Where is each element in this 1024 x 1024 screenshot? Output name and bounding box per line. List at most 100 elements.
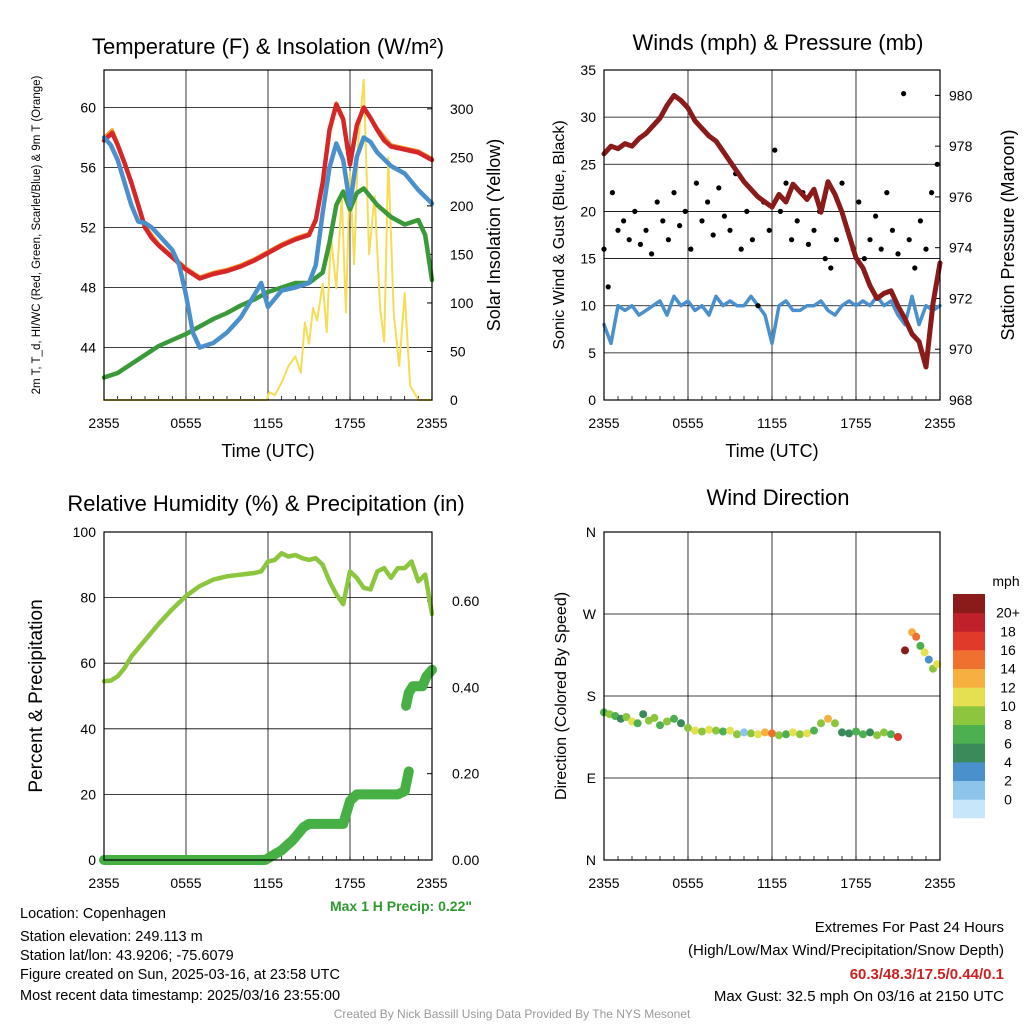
created-text: Figure created on Sun, 2025-03-16, at 23… — [20, 967, 340, 983]
colorbar-segment — [953, 743, 985, 763]
y-tick-label: S — [587, 688, 596, 704]
gust-point — [654, 199, 660, 205]
colorbar-label: 8 — [1004, 717, 1012, 733]
y-right-tick-label: 972 — [949, 290, 973, 306]
gust-point — [895, 251, 901, 257]
y-right-tick-label: 0.20 — [452, 766, 479, 782]
gust-point — [660, 218, 666, 224]
direction-point — [789, 728, 797, 737]
gust-point — [789, 237, 795, 243]
y-tick-label: 44 — [80, 340, 96, 356]
plot-frame-2 — [603, 69, 941, 401]
location-text: Location: Copenhagen — [20, 906, 166, 922]
gust-point — [688, 246, 694, 252]
gust-point — [727, 227, 733, 233]
direction-point — [705, 725, 713, 734]
gust-point — [861, 256, 868, 262]
series-line-rh — [101, 551, 435, 684]
direction-point — [677, 719, 685, 728]
series-line-2m-t — [101, 102, 435, 281]
direction-point — [633, 719, 642, 728]
y-tick-label: 100 — [73, 524, 97, 540]
y-axis-label: Direction (Colored By Speed) — [553, 592, 570, 800]
y-right-tick-label: 978 — [949, 138, 973, 154]
gust-point — [923, 246, 929, 252]
gust-point — [766, 227, 772, 233]
colorbar-label: 2 — [1004, 773, 1012, 789]
gust-point — [744, 208, 750, 214]
y-tick-label: 20 — [580, 203, 596, 219]
colorbar-segment — [953, 594, 985, 613]
y-tick-label: 25 — [580, 156, 596, 172]
direction-point — [782, 730, 790, 739]
gust-point — [609, 190, 616, 196]
gust-point — [839, 180, 845, 186]
gust-point — [811, 227, 817, 233]
chart-title: Winds (mph) & Pressure (mb) — [633, 30, 924, 55]
y-tick-label: 40 — [80, 721, 96, 737]
direction-point — [670, 714, 678, 723]
gust-point — [649, 251, 655, 257]
x-tick-label: 0555 — [170, 415, 201, 431]
direction-point — [838, 728, 846, 737]
colorbar-label: 20+ — [996, 605, 1020, 621]
colorbar-segment — [953, 724, 985, 744]
gust-point — [721, 213, 728, 219]
x-tick-label: 1755 — [840, 875, 871, 891]
precip-annotation: Max 1 H Precip: 0.22" — [330, 898, 472, 914]
x-tick-label: 1755 — [334, 875, 365, 891]
gust-point — [777, 208, 784, 214]
chart-title: Temperature (F) & Insolation (W/m²) — [92, 34, 444, 59]
direction-point — [775, 731, 783, 740]
y-axis-label: 2m T, T_d, HI/WC (Red, Green, Scarlet/Bl… — [31, 75, 43, 394]
colorbar-segment — [953, 799, 985, 819]
gust-point — [621, 218, 627, 224]
gust-point — [626, 237, 632, 243]
colorbar-segment — [953, 650, 985, 669]
y-tick-label: 80 — [80, 590, 96, 606]
x-axis-label: Time (UTC) — [725, 441, 818, 461]
direction-point — [719, 727, 727, 736]
direction-point — [796, 730, 804, 739]
gust-point — [822, 256, 828, 262]
y-right-tick-label: 970 — [949, 341, 973, 357]
direction-point — [733, 730, 741, 739]
series-line-precip — [99, 766, 414, 865]
y-tick-label: N — [586, 524, 596, 540]
direction-point — [831, 719, 839, 728]
direction-point — [873, 731, 881, 740]
colorbar-title: mph — [992, 573, 1019, 589]
y-right-tick-label: 0.00 — [452, 852, 479, 868]
latlon-text: Station lat/lon: 43.9206; -75.6079 — [20, 948, 234, 964]
y-tick-label: 56 — [80, 160, 96, 176]
gust-point — [671, 190, 677, 196]
plot-frame-3 — [103, 531, 433, 861]
direction-point — [824, 714, 832, 723]
x-tick-label: 1155 — [757, 415, 787, 431]
y-right-axis-label: Solar Insolation (Yellow) — [484, 139, 504, 331]
extremes-subtitle: (High/Low/Max Wind/Precipitation/Snow De… — [688, 942, 1004, 959]
direction-point — [933, 660, 942, 669]
y-tick-label: 0 — [88, 852, 96, 868]
colorbar-label: 4 — [1004, 754, 1012, 770]
colorbar-segment — [953, 687, 985, 707]
x-tick-label: 1755 — [334, 415, 365, 431]
gust-point — [738, 246, 744, 252]
plot-frame-4 — [603, 531, 941, 861]
extremes-title: Extremes For Past 24 Hours — [814, 919, 1004, 936]
x-tick-label: 1155 — [253, 415, 283, 431]
gust-point — [901, 91, 907, 97]
x-tick-label: 0555 — [672, 415, 703, 431]
gust-point — [856, 199, 862, 205]
direction-point — [916, 641, 925, 650]
y-right-tick-label: 250 — [450, 149, 474, 165]
y-tick-label: E — [587, 770, 596, 786]
y-tick-label: 20 — [80, 786, 96, 802]
direction-point — [747, 729, 755, 738]
x-tick-label: 2355 — [416, 415, 447, 431]
y-axis-label: Sonic Wind & Gust (Blue, Black) — [551, 120, 568, 349]
y-right-tick-label: 200 — [450, 198, 474, 214]
gust-point — [867, 237, 873, 243]
y-tick-label: 48 — [80, 280, 96, 296]
